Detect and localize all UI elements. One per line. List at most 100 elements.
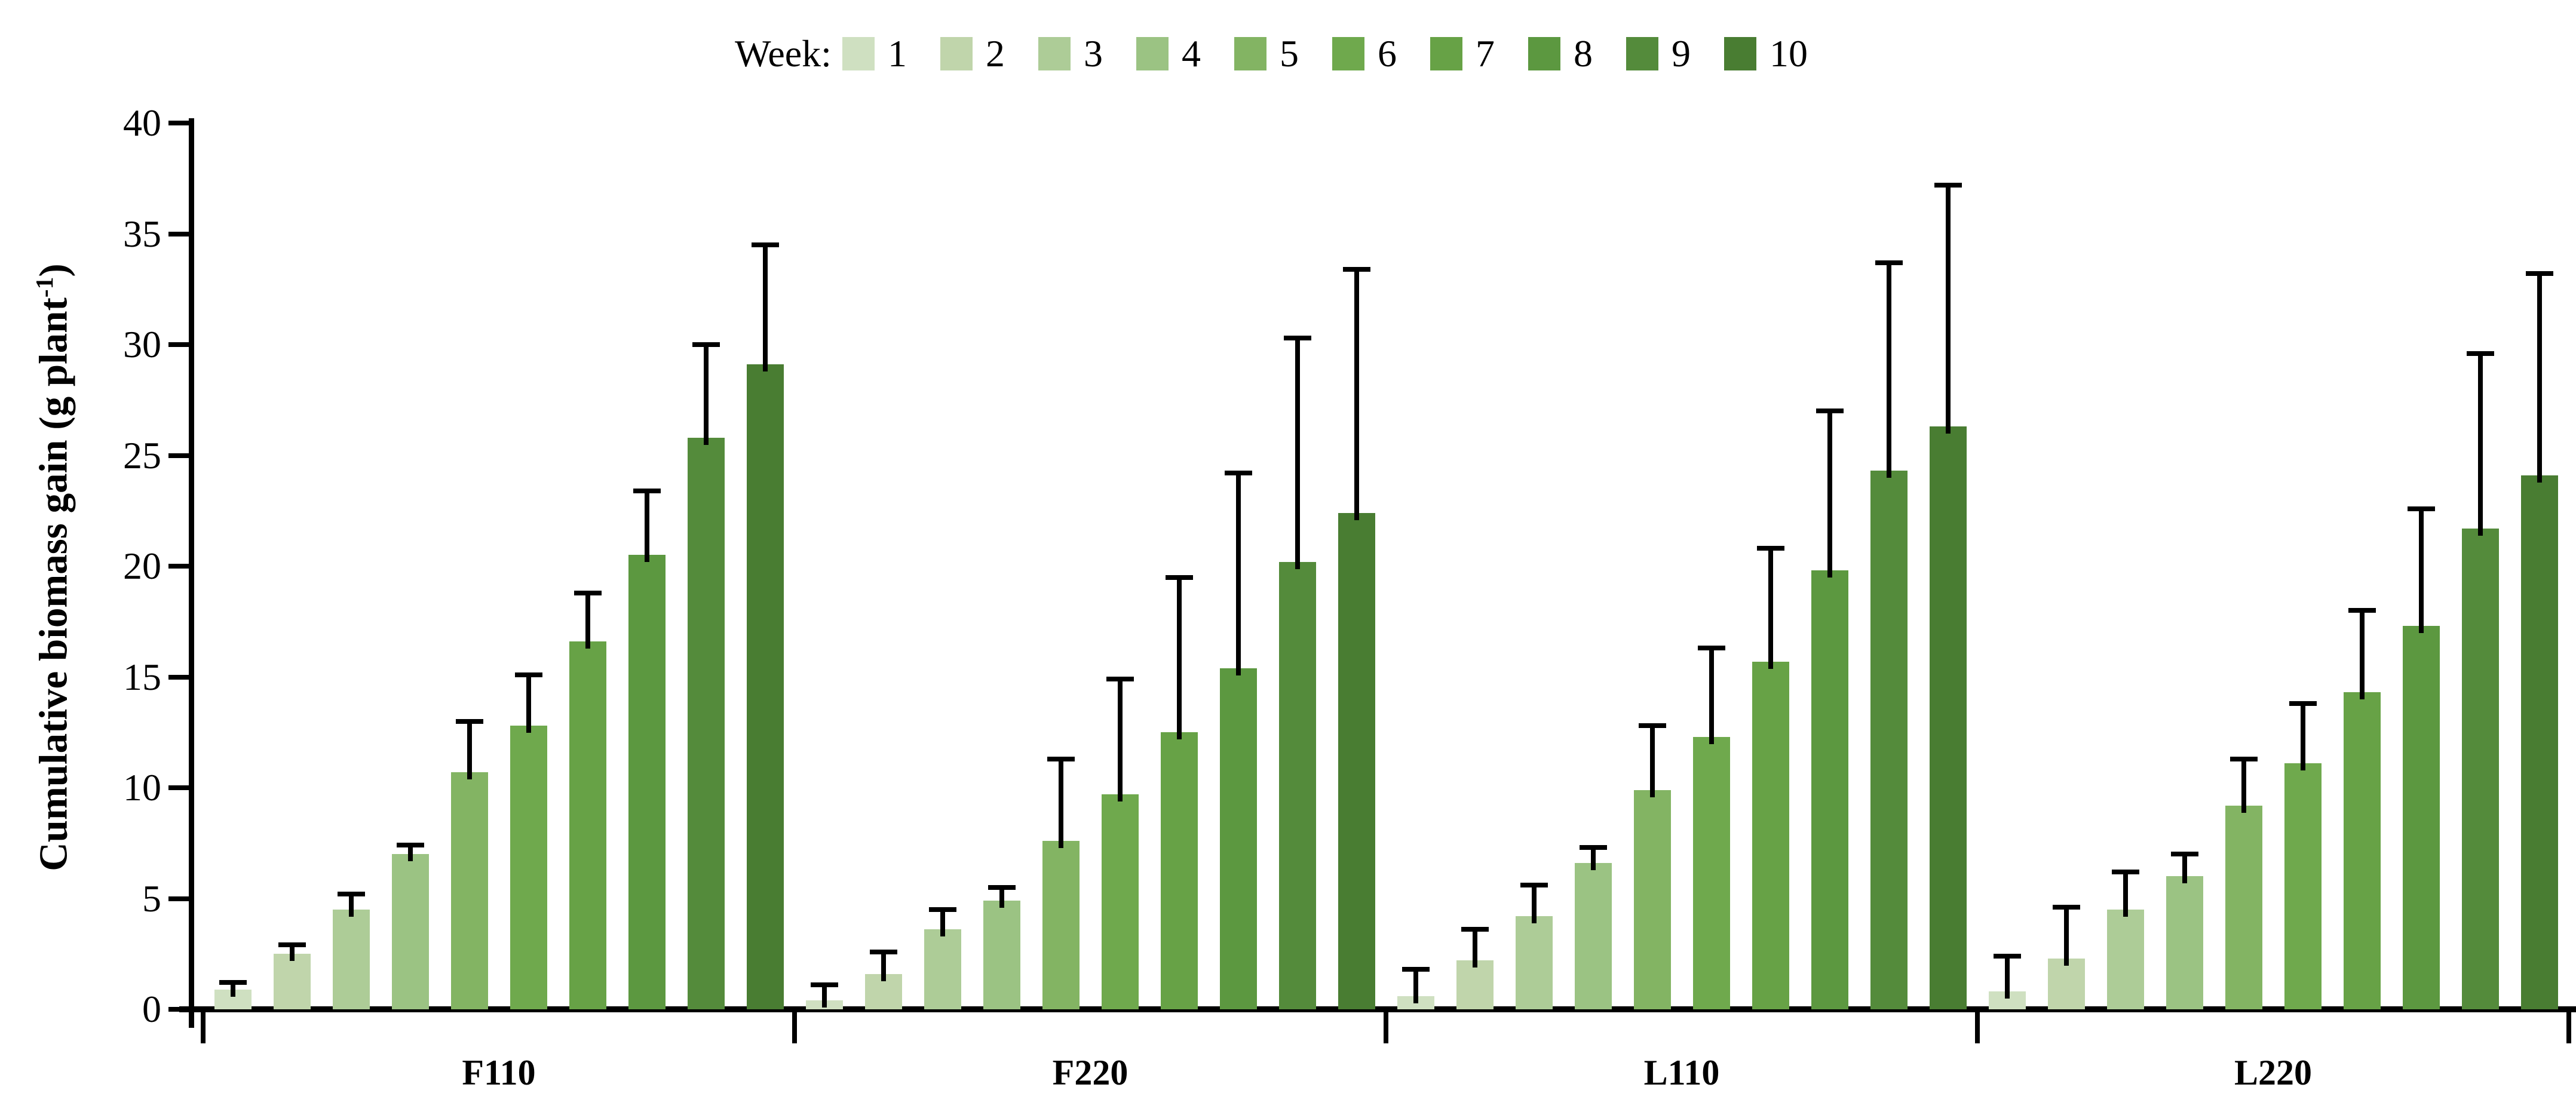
legend-item-label: 1 bbox=[887, 32, 907, 75]
error-bar-line bbox=[1531, 885, 1537, 924]
error-bar-line bbox=[1945, 185, 1951, 434]
bar bbox=[1929, 426, 1967, 1009]
error-bar-cap bbox=[1402, 967, 1430, 972]
legend-item: 8 bbox=[1528, 32, 1593, 76]
error-bar-cap bbox=[514, 672, 542, 677]
error-bar-line bbox=[1117, 679, 1123, 802]
bar bbox=[332, 910, 370, 1009]
error-bar-cap bbox=[219, 980, 247, 985]
error-bar-line bbox=[1295, 337, 1300, 569]
error-bar-line bbox=[1058, 758, 1063, 849]
bar bbox=[1633, 790, 1671, 1009]
error-bar-line bbox=[644, 490, 649, 563]
error-bar-line bbox=[1827, 411, 1832, 578]
bar bbox=[1101, 794, 1139, 1009]
error-bar-line bbox=[2537, 274, 2542, 483]
error-bar-cap bbox=[2170, 852, 2198, 857]
x-axis-tick bbox=[792, 1012, 797, 1043]
bar bbox=[2047, 958, 2085, 1009]
bar bbox=[391, 854, 429, 1009]
legend-swatch-icon bbox=[1724, 37, 1756, 70]
bar bbox=[628, 555, 666, 1009]
bar bbox=[2461, 528, 2499, 1009]
legend-swatch-icon bbox=[1528, 37, 1560, 70]
bar bbox=[983, 901, 1020, 1009]
error-bar-cap bbox=[633, 488, 661, 493]
y-axis-tick-label: 20 bbox=[123, 545, 161, 587]
x-axis-tick bbox=[1384, 1012, 1388, 1043]
legend: Week: 1 2 3 4 5 6 7 8 9 10 bbox=[0, 25, 2576, 82]
y-axis-tick bbox=[168, 1007, 192, 1012]
error-bar-cap bbox=[2111, 869, 2139, 874]
error-bar-line bbox=[585, 592, 590, 649]
bar bbox=[1338, 512, 1375, 1009]
error-bar-cap bbox=[1816, 408, 1844, 414]
error-bar-line bbox=[407, 845, 413, 862]
legend-item-label: 7 bbox=[1475, 32, 1495, 75]
error-bar-cap bbox=[692, 342, 720, 347]
y-axis-tick-label: 40 bbox=[123, 102, 161, 144]
error-bar-line bbox=[1590, 847, 1596, 871]
category-label: L110 bbox=[1643, 1053, 1720, 1092]
legend-swatch-icon bbox=[1038, 37, 1071, 70]
bar bbox=[2225, 805, 2262, 1009]
legend-item: 4 bbox=[1136, 32, 1201, 76]
legend-item: 1 bbox=[842, 32, 907, 76]
error-bar-cap bbox=[1993, 953, 2021, 959]
error-bar-cap bbox=[2407, 506, 2435, 511]
legend-swatch-icon bbox=[1626, 37, 1658, 70]
error-bar-line bbox=[467, 721, 472, 780]
bar bbox=[1278, 561, 1316, 1009]
bar bbox=[2343, 692, 2381, 1009]
bar bbox=[746, 364, 784, 1009]
legend-item: 10 bbox=[1724, 32, 1808, 76]
error-bar-line bbox=[1768, 548, 1773, 669]
error-bar-cap bbox=[2230, 756, 2258, 761]
error-bar-cap bbox=[2348, 608, 2376, 613]
error-bar-line bbox=[940, 910, 945, 937]
y-axis-title-superscript: -1 bbox=[30, 277, 58, 298]
error-bar-line bbox=[2063, 907, 2069, 966]
error-bar-cap bbox=[574, 590, 602, 595]
error-bar-cap bbox=[751, 242, 779, 248]
error-bar-cap bbox=[1697, 646, 1725, 651]
bar bbox=[1042, 841, 1080, 1009]
error-bar-line bbox=[2123, 871, 2128, 917]
y-axis-tick-label: 30 bbox=[123, 323, 161, 366]
y-axis-tick bbox=[168, 121, 192, 125]
error-bar-line bbox=[526, 674, 531, 733]
bar bbox=[510, 726, 547, 1009]
error-bar-line bbox=[1176, 577, 1182, 740]
error-bar-cap bbox=[1638, 723, 1666, 729]
error-bar-line bbox=[2182, 854, 2187, 884]
legend-items: 1 2 3 4 5 6 7 8 9 10 bbox=[842, 32, 1841, 76]
category-label: F220 bbox=[1052, 1053, 1128, 1092]
legend-item: 5 bbox=[1234, 32, 1299, 76]
error-bar-cap bbox=[278, 942, 306, 948]
legend-item-label: 3 bbox=[1083, 32, 1103, 75]
x-axis-tick bbox=[201, 1012, 206, 1043]
y-axis-tick-label: 25 bbox=[123, 434, 161, 477]
bar bbox=[273, 954, 311, 1009]
error-bar-cap bbox=[1579, 845, 1607, 850]
x-axis-tick bbox=[1975, 1012, 1980, 1043]
error-bar-cap bbox=[1342, 266, 1370, 272]
error-bar-cap bbox=[2466, 351, 2494, 356]
legend-swatch-icon bbox=[1234, 37, 1266, 70]
error-bar-cap bbox=[396, 843, 424, 848]
error-bar-line bbox=[2359, 610, 2365, 700]
error-bar-line bbox=[348, 894, 354, 917]
error-bar-line bbox=[230, 982, 235, 997]
bar bbox=[1160, 732, 1198, 1009]
error-bar-line bbox=[1472, 929, 1477, 968]
bar bbox=[1870, 471, 1908, 1009]
category-label: L220 bbox=[2234, 1053, 2313, 1092]
error-bar-cap bbox=[1934, 182, 1962, 188]
error-bar-cap bbox=[1165, 575, 1193, 580]
error-bar-cap bbox=[1520, 883, 1548, 888]
error-bar-line bbox=[1709, 648, 1714, 744]
error-bar-line bbox=[2241, 758, 2246, 813]
y-axis-tick-label: 15 bbox=[123, 655, 161, 698]
y-axis-tick bbox=[168, 342, 192, 347]
error-bar-line bbox=[821, 985, 827, 1008]
